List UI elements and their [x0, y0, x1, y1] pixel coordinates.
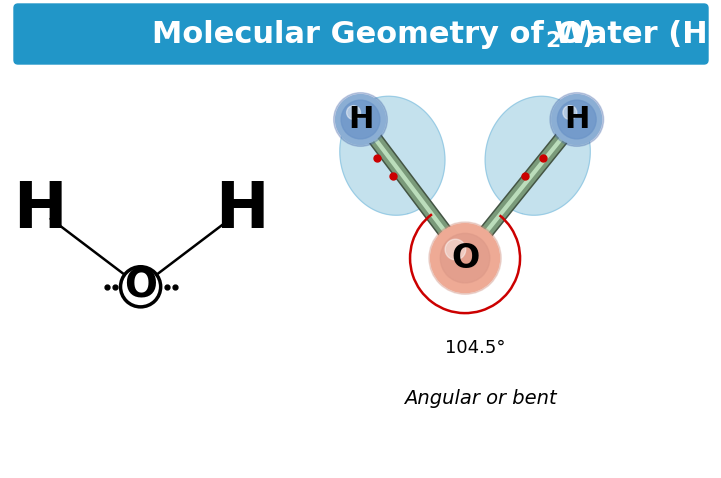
Circle shape — [336, 95, 385, 144]
Circle shape — [341, 100, 380, 139]
Circle shape — [430, 224, 500, 293]
Circle shape — [557, 100, 596, 139]
Circle shape — [550, 93, 603, 146]
Text: Molecular Geometry of Water (H: Molecular Geometry of Water (H — [152, 20, 707, 48]
Circle shape — [334, 93, 387, 146]
Text: 2: 2 — [545, 31, 560, 51]
Circle shape — [429, 222, 501, 294]
Text: H: H — [348, 105, 373, 134]
Circle shape — [347, 106, 360, 120]
Text: Angular or bent: Angular or bent — [404, 389, 557, 408]
Text: H: H — [215, 179, 268, 241]
FancyBboxPatch shape — [14, 4, 708, 64]
Text: O: O — [451, 241, 479, 275]
Text: O): O) — [556, 20, 596, 48]
Text: 104.5°: 104.5° — [445, 339, 505, 357]
Circle shape — [563, 106, 577, 120]
Polygon shape — [485, 96, 590, 215]
Polygon shape — [340, 96, 445, 215]
Text: O: O — [124, 268, 157, 306]
Text: H: H — [13, 179, 66, 241]
Circle shape — [441, 233, 490, 283]
Circle shape — [552, 95, 601, 144]
Text: H: H — [564, 105, 590, 134]
Circle shape — [445, 239, 466, 260]
